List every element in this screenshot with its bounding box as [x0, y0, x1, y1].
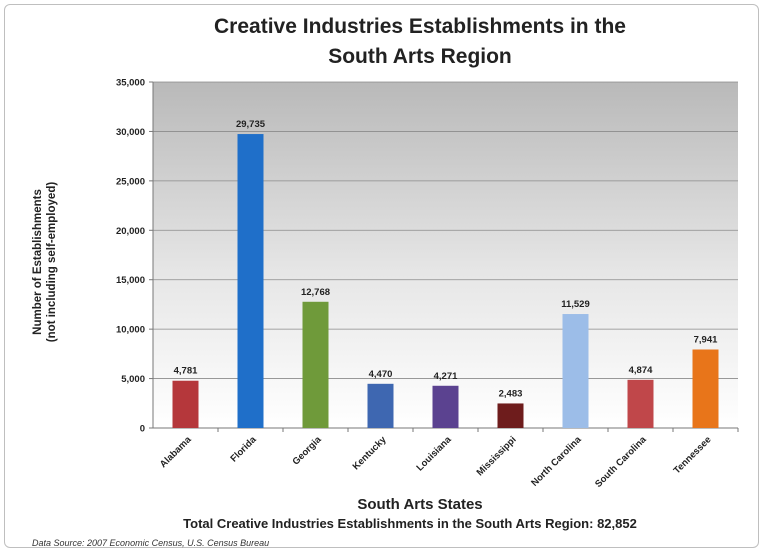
data-label: 11,529 — [561, 299, 590, 310]
x-category-labels: Alabama Florida Georgia Kentucky Louisiana Mi… — [158, 434, 714, 490]
x-tick-label: Tennessee — [672, 434, 714, 476]
bar-south-carolina — [627, 379, 654, 428]
y-tick-label: 15,000 — [116, 275, 145, 286]
y-tick-label: 0 — [140, 424, 145, 435]
bar-florida — [237, 134, 264, 428]
data-label: 12,768 — [301, 287, 330, 298]
x-tick-label: Alabama — [158, 434, 194, 470]
x-tick-label: Georgia — [290, 434, 324, 468]
chart-title-line-1: Creative Industries Establishments in th… — [214, 15, 626, 38]
bar-north-carolina — [562, 314, 589, 428]
total-establishments-note: Total Creative Industries Establishments… — [183, 516, 637, 531]
bars — [172, 134, 719, 428]
x-tick-label: Mississippi — [475, 434, 519, 478]
data-label: 7,941 — [694, 334, 718, 345]
data-label: 4,781 — [174, 366, 198, 377]
x-tick-label: South Carolina — [593, 434, 649, 490]
chart-title: Creative Industries Establishments in th… — [150, 12, 690, 72]
y-tick-label: 25,000 — [116, 176, 145, 187]
data-label: 4,470 — [369, 369, 393, 380]
y-tick-label: 20,000 — [116, 226, 145, 237]
x-axis-label: South Arts States — [357, 496, 483, 513]
bar-kentucky — [367, 383, 394, 428]
bar-louisiana — [432, 385, 459, 428]
bar-alabama — [172, 380, 199, 428]
bar-georgia — [302, 301, 329, 428]
y-tick-label: 30,000 — [116, 127, 145, 138]
x-tick-label: Florida — [228, 434, 259, 465]
data-source-note: Data Source: 2007 Economic Census, U.S. … — [32, 538, 270, 548]
data-label: 4,271 — [434, 371, 458, 382]
bar-mississippi — [497, 403, 524, 428]
x-tick-label: North Carolina — [529, 434, 584, 489]
data-label: 2,483 — [499, 388, 523, 399]
chart-title-line-2: South Arts Region — [328, 45, 512, 68]
data-labels: 4,781 29,735 12,768 4,470 4,271 2,483 11,529 4,… — [174, 119, 718, 399]
data-label: 29,735 — [236, 119, 266, 130]
y-tick-label: 5,000 — [121, 374, 145, 385]
x-tick-label: Kentucky — [351, 434, 390, 473]
bar-tennessee — [692, 349, 719, 428]
y-tick-labels: 0 5,000 10,000 15,000 20,000 25,000 30,000 35,0… — [116, 78, 145, 435]
x-tick-label: Louisiana — [414, 434, 454, 474]
data-label: 4,874 — [629, 365, 653, 376]
y-tick-label: 10,000 — [116, 325, 145, 336]
y-tick-label: 35,000 — [116, 78, 145, 89]
